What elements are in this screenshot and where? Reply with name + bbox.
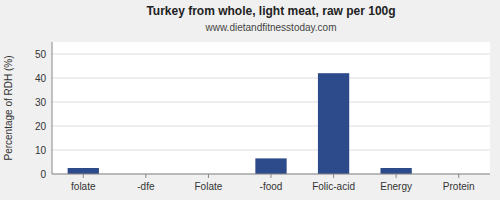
- x-tick: [271, 174, 272, 178]
- title: Turkey from whole, light meat, raw per 1…: [146, 4, 395, 18]
- x-tick-label: folate: [71, 181, 96, 192]
- x-tick-label: -dfe: [137, 181, 155, 192]
- y-tick-label: 40: [35, 73, 47, 84]
- grid-line: [52, 150, 490, 151]
- x-tick: [83, 174, 84, 178]
- background: [0, 0, 500, 200]
- x-tick-label: -food: [260, 181, 283, 192]
- y-tick-label: 10: [35, 145, 47, 156]
- subtitle: www.dietandfitnesstoday.com: [205, 22, 337, 33]
- x-tick-label: Folate: [195, 181, 223, 192]
- bars: [68, 73, 412, 174]
- grid-line: [52, 54, 490, 55]
- x-tick: [333, 174, 334, 178]
- y-tick-label: 30: [35, 97, 47, 108]
- plot-background: [52, 42, 490, 174]
- x-tick: [458, 174, 459, 178]
- x-tick-label: Folic-acid: [312, 181, 355, 192]
- chart: Turkey from whole, light meat, raw per 1…: [0, 0, 500, 200]
- y-tick-label: 20: [35, 121, 47, 132]
- bar: [68, 168, 99, 174]
- grid-line: [52, 126, 490, 127]
- bar: [318, 73, 349, 174]
- x-tick-label: Energy: [380, 181, 412, 192]
- x-tick: [145, 174, 146, 178]
- y-tick-label: 0: [40, 169, 46, 180]
- bar: [255, 158, 286, 174]
- x-tick: [396, 174, 397, 178]
- grid-line: [52, 102, 490, 103]
- y-tick-label: 50: [35, 49, 47, 60]
- y-axis-label: Percentage of RDH (%): [3, 55, 14, 160]
- bar: [381, 168, 412, 174]
- x-tick-label: Protein: [443, 181, 475, 192]
- chart-container: Turkey from whole, light meat, raw per 1…: [0, 0, 500, 200]
- grid-line: [52, 78, 490, 79]
- y-axis-line: [52, 42, 53, 174]
- x-tick: [208, 174, 209, 178]
